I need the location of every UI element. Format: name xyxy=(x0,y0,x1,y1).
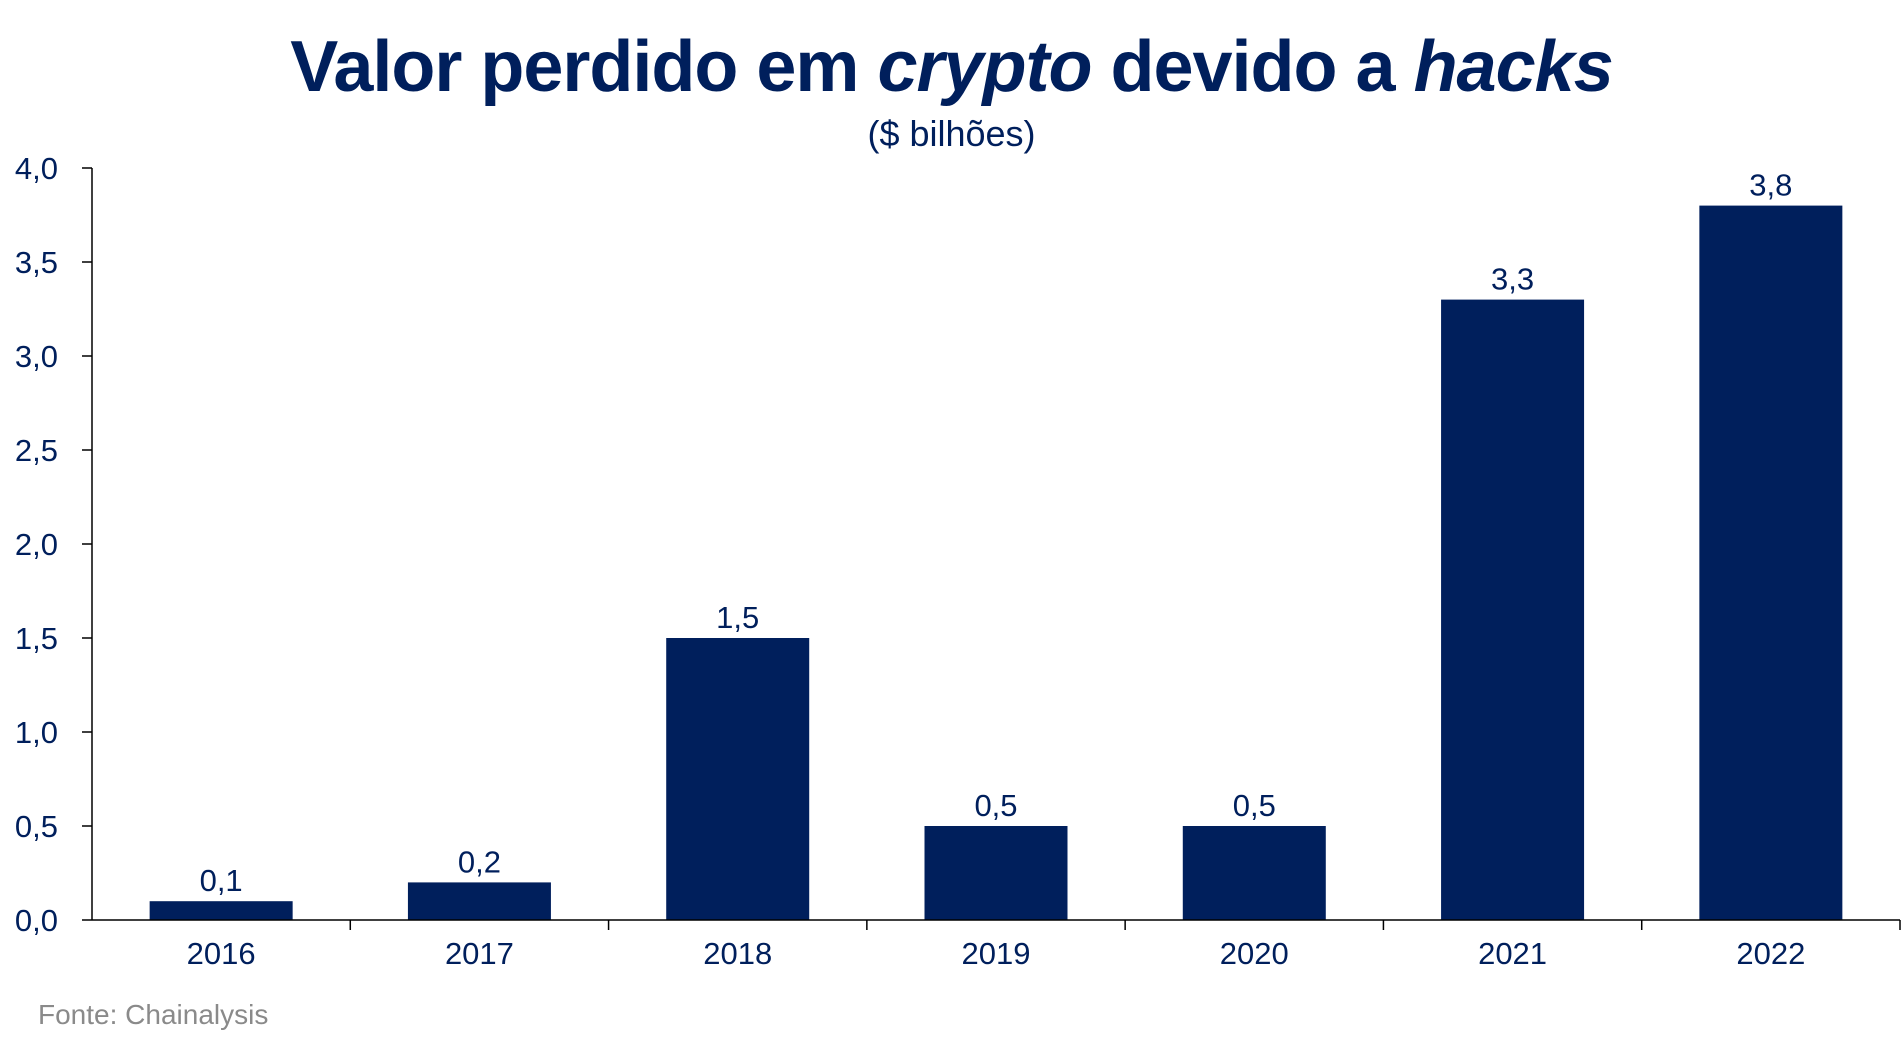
data-label-2021: 3,3 xyxy=(1491,262,1534,297)
title-part-1: Valor perdido em xyxy=(290,27,878,107)
x-tick-label-2017: 2017 xyxy=(445,936,514,971)
bar-2018 xyxy=(666,638,810,920)
bar-2019 xyxy=(924,826,1068,920)
x-tick-label-2016: 2016 xyxy=(187,936,256,971)
data-label-2017: 0,2 xyxy=(458,844,501,879)
title-part-4: hacks xyxy=(1413,27,1614,107)
x-tick-label-2022: 2022 xyxy=(1736,936,1805,971)
x-axis: 2016 2017 2018 2019 2020 2021 2022 xyxy=(92,919,1901,971)
y-tick-label: 0,0 xyxy=(15,903,58,938)
y-tick-label: 3,5 xyxy=(15,245,58,280)
bar-2016 xyxy=(149,901,293,920)
x-tick-label-2018: 2018 xyxy=(703,936,772,971)
data-label-2020: 0,5 xyxy=(1233,788,1276,823)
y-tick-label: 4,0 xyxy=(15,151,58,186)
y-tick-label: 0,5 xyxy=(15,809,58,844)
bar-2020 xyxy=(1182,826,1326,920)
title-part-2: crypto xyxy=(877,27,1092,107)
data-label-2019: 0,5 xyxy=(974,788,1017,823)
y-tick-label: 1,0 xyxy=(15,715,58,750)
data-label-2016: 0,1 xyxy=(200,863,243,898)
source-note: Fonte: Chainalysis xyxy=(38,999,269,1030)
bars: 0,1 0,2 1,5 0,5 0,5 3,3 3,8 xyxy=(149,168,1843,921)
data-label-2018: 1,5 xyxy=(716,600,759,635)
chart-subtitle: ($ bilhões) xyxy=(867,113,1036,154)
chart-title: Valor perdido em crypto devido a hacks xyxy=(0,24,1903,110)
bar-2021 xyxy=(1441,299,1585,921)
title-part-3: devido a xyxy=(1091,27,1414,107)
x-tick-label-2020: 2020 xyxy=(1220,936,1289,971)
bar-2017 xyxy=(407,882,551,920)
x-tick-label-2019: 2019 xyxy=(962,936,1031,971)
y-tick-label: 2,0 xyxy=(15,527,58,562)
y-tick-label: 1,5 xyxy=(15,621,58,656)
bar-2022 xyxy=(1699,205,1843,921)
y-axis: 0,0 0,5 1,0 1,5 2,0 2,5 3,0 3,5 4,0 xyxy=(15,151,93,938)
data-label-2022: 3,8 xyxy=(1749,168,1792,203)
y-tick-label: 2,5 xyxy=(15,433,58,468)
x-tick-label-2021: 2021 xyxy=(1478,936,1547,971)
y-tick-label: 3,0 xyxy=(15,339,58,374)
